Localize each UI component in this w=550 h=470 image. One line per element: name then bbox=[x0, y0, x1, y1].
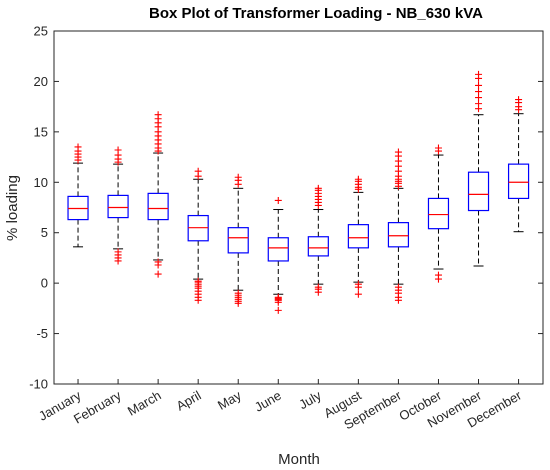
y-tick-label: 10 bbox=[34, 175, 48, 190]
iqr-box bbox=[107, 194, 129, 219]
y-tick-label: 0 bbox=[41, 276, 48, 291]
outlier-marker bbox=[314, 283, 322, 291]
outlier-marker bbox=[194, 167, 202, 175]
box-october bbox=[427, 144, 450, 283]
outlier-marker bbox=[515, 96, 523, 104]
outlier-marker bbox=[394, 148, 402, 156]
y-tick-label: -10 bbox=[29, 377, 48, 392]
outlier-marker bbox=[434, 271, 442, 279]
x-tick-label: April bbox=[174, 388, 204, 414]
x-tick-label: March bbox=[125, 388, 164, 419]
iqr-box bbox=[387, 222, 410, 248]
iqr-box bbox=[347, 224, 369, 249]
box-june bbox=[267, 196, 289, 314]
y-axis: -10 -5 0 5 10 15 20 25 bbox=[29, 24, 543, 392]
outlier-marker bbox=[154, 270, 162, 278]
outlier-marker bbox=[314, 184, 322, 192]
box-february bbox=[107, 146, 129, 265]
x-tick-label: May bbox=[215, 387, 244, 413]
y-tick-label: 20 bbox=[34, 74, 48, 89]
y-tick-label: 15 bbox=[34, 124, 48, 139]
outlier-marker bbox=[234, 289, 242, 297]
iqr-box bbox=[427, 197, 450, 230]
box-march bbox=[147, 111, 169, 278]
box-september bbox=[387, 148, 410, 304]
outlier-marker bbox=[434, 144, 442, 152]
box-december bbox=[507, 96, 530, 233]
outlier-marker bbox=[114, 146, 122, 154]
outlier-marker bbox=[74, 143, 82, 151]
y-axis-label: % loading bbox=[4, 175, 21, 241]
outlier-marker bbox=[475, 70, 483, 78]
y-tick-label: 5 bbox=[41, 225, 48, 240]
outlier-marker bbox=[394, 283, 402, 291]
outlier-marker bbox=[114, 248, 122, 256]
outlier-marker bbox=[154, 111, 162, 119]
outlier-marker bbox=[475, 88, 483, 96]
outlier-marker bbox=[354, 290, 362, 298]
chart-title: Box Plot of Transformer Loading - NB_630… bbox=[149, 5, 483, 22]
x-tick-label: June bbox=[252, 388, 284, 415]
box-november bbox=[467, 70, 490, 267]
y-tick-label: 25 bbox=[34, 24, 48, 39]
iqr-box bbox=[307, 236, 329, 257]
box-may bbox=[227, 173, 249, 307]
outlier-marker bbox=[475, 81, 483, 89]
iqr-box bbox=[507, 163, 530, 200]
iqr-box bbox=[147, 192, 169, 221]
iqr-box bbox=[267, 237, 289, 262]
iqr-box bbox=[467, 171, 490, 212]
outlier-marker bbox=[154, 258, 162, 266]
outlier-marker bbox=[194, 277, 202, 285]
outlier-marker bbox=[354, 175, 362, 183]
box-july bbox=[307, 184, 329, 296]
outlier-marker bbox=[274, 293, 282, 301]
x-tick-label: July bbox=[296, 387, 324, 412]
outlier-marker bbox=[274, 196, 282, 204]
box-april bbox=[187, 167, 209, 304]
x-axis-label: Month bbox=[278, 451, 320, 468]
outlier-marker bbox=[274, 306, 282, 314]
plot-content bbox=[67, 70, 530, 314]
outlier-marker bbox=[475, 100, 483, 108]
box-august bbox=[347, 175, 369, 298]
outlier-marker bbox=[234, 173, 242, 181]
plot-area bbox=[53, 30, 544, 385]
y-tick-label: -5 bbox=[36, 326, 48, 341]
outlier-marker bbox=[354, 280, 362, 288]
outlier-marker bbox=[475, 94, 483, 102]
iqr-box bbox=[227, 227, 249, 254]
box-january bbox=[67, 143, 89, 248]
